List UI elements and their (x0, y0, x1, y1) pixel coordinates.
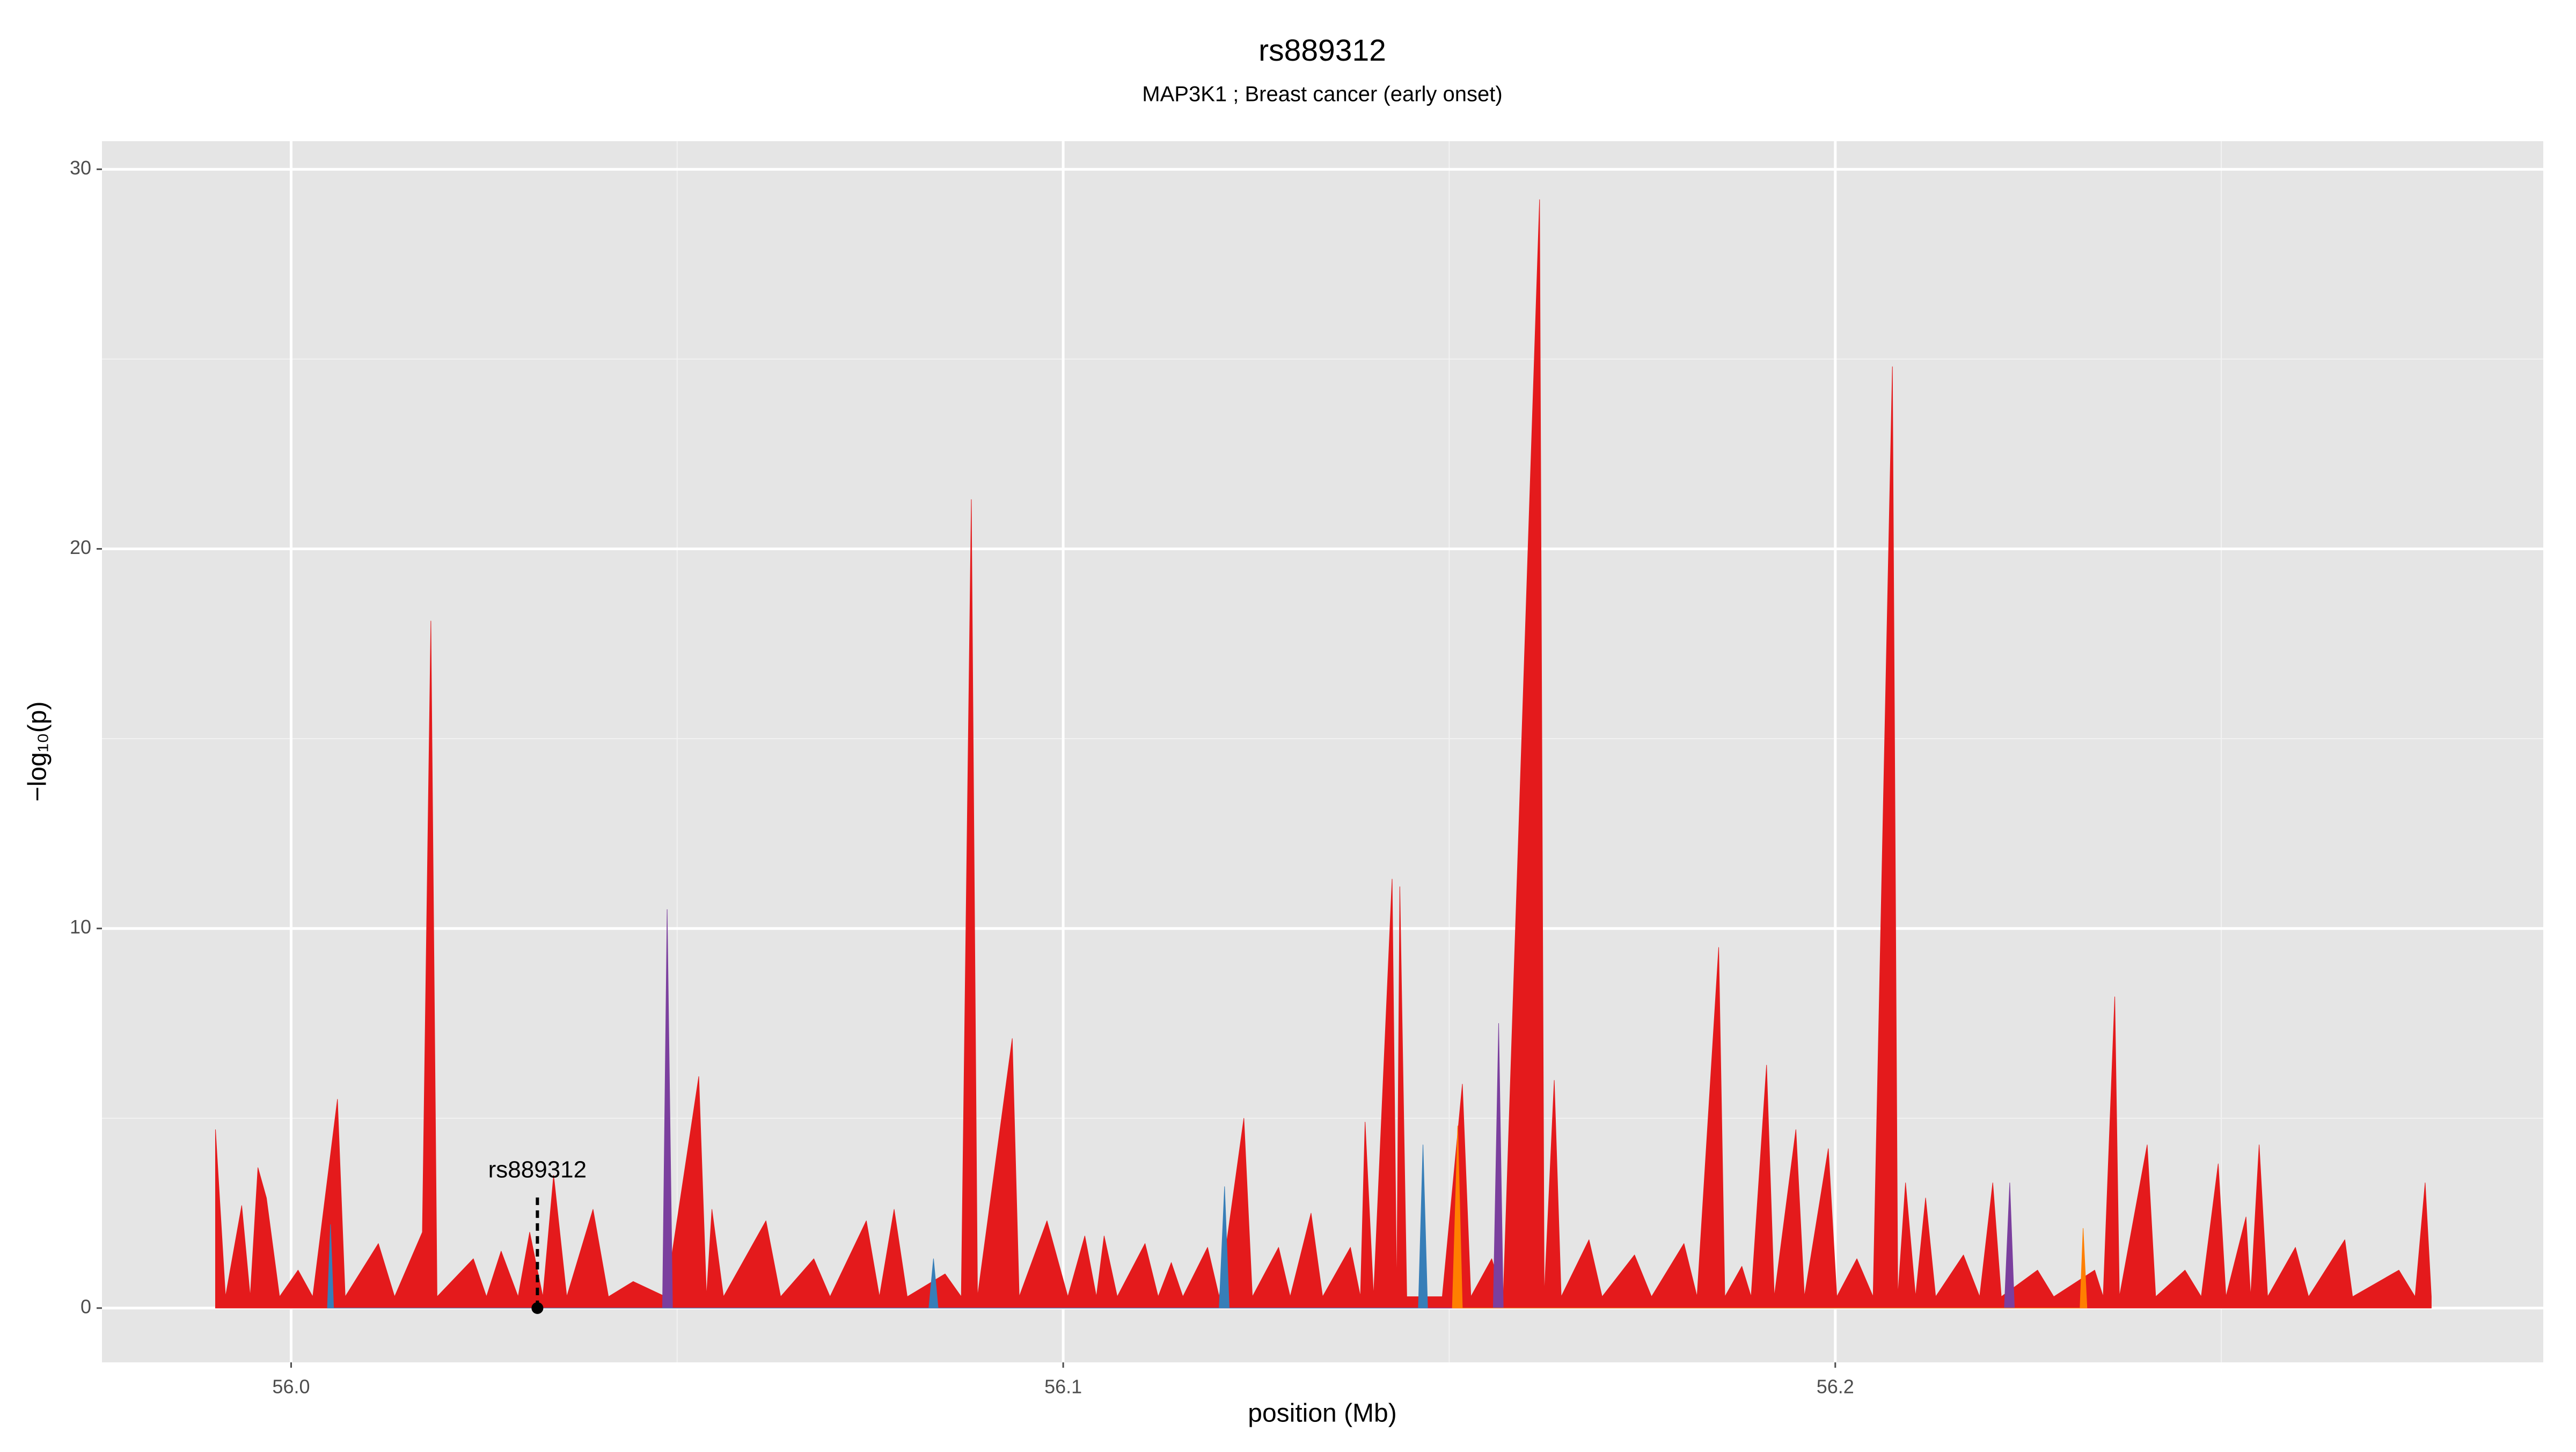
y-tick-label: 30 (70, 157, 91, 179)
area (662, 909, 2015, 1309)
x-tick-label: 56.0 (272, 1376, 310, 1398)
y-tick-label: 0 (80, 1295, 91, 1317)
x-tick-label: 56.1 (1044, 1376, 1082, 1398)
x-tick-label: 56.2 (1817, 1376, 1854, 1398)
chart-title: rs889312 (1258, 33, 1386, 68)
area (1452, 1125, 2088, 1309)
y-tick-label: 10 (70, 916, 91, 938)
y-tick-label: 20 (70, 536, 91, 558)
area (215, 199, 2432, 1309)
x-axis-title: position (Mb) (1248, 1399, 1396, 1428)
annotation-label: rs889312 (488, 1156, 587, 1183)
y-axis-title: −log₁₀(p) (24, 702, 52, 802)
plot-panel (102, 141, 2543, 1362)
chart-subtitle: MAP3K1 ; Breast cancer (early onset) (1142, 83, 1502, 106)
annotation-point (531, 1302, 544, 1314)
area (327, 1144, 1428, 1309)
